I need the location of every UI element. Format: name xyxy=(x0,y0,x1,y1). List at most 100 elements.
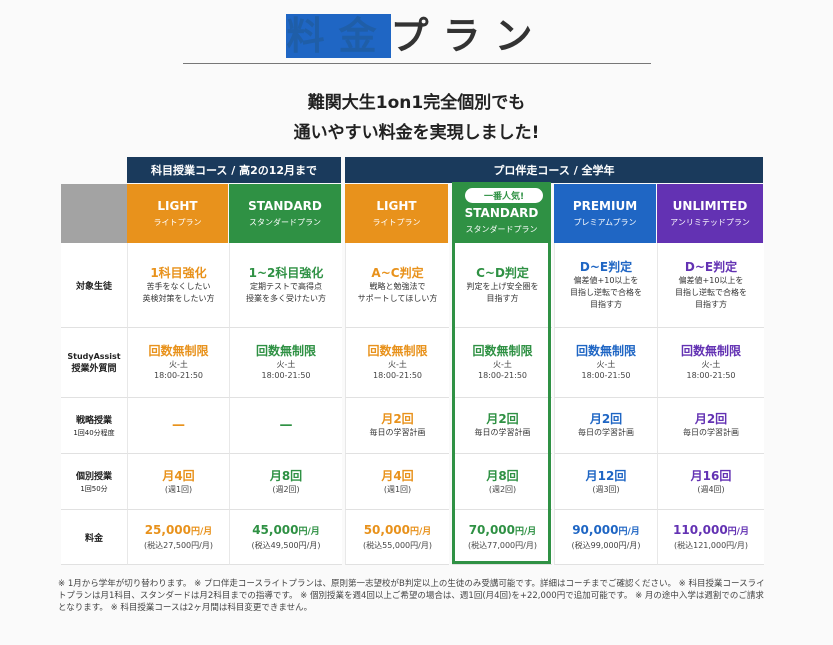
individual-sub: (週3回) xyxy=(592,484,620,494)
assist-time: 18:00-21:50 xyxy=(261,371,311,380)
individual-head: 月8回 xyxy=(486,468,519,483)
target-cell: A~C判定 戦略と勉強法で サポートしてほしい方 xyxy=(345,243,449,328)
price-cell: 70,000円/月 (税込77,000円/月) xyxy=(452,510,552,565)
subject-course-header: 科目授業コース / 高2の12月まで xyxy=(127,157,341,183)
target-head: A~C判定 xyxy=(371,265,424,280)
price-value: 110,000 xyxy=(673,523,728,537)
target-head: D~E判定 xyxy=(579,259,633,274)
target-line: 目指す方 xyxy=(695,299,727,309)
individual-sub: (週1回) xyxy=(383,484,412,494)
row-label-strategy: 戦略授業 1回40分程度 xyxy=(61,398,127,454)
row-label-target: 対象生徒 xyxy=(61,243,127,328)
price-unit: 円/月 xyxy=(410,527,432,537)
assist-day: 火-土 xyxy=(169,360,188,369)
strategy-sub: 毎日の学習計画 xyxy=(369,428,426,437)
target-line: 目指す方 xyxy=(486,293,519,303)
assist-head: 回数無制限 xyxy=(472,344,533,358)
corner-cell xyxy=(61,184,127,243)
strategy-cell: 月2回 毎日の学習計画 xyxy=(452,398,552,454)
plan-kana: スタンダードプラン xyxy=(249,218,321,227)
assist-head: 回数無制限 xyxy=(575,344,636,358)
price-tax: (税込55,000円/月) xyxy=(363,541,432,550)
pro-course-header: プロ伴走コース / 全学年 xyxy=(345,157,763,183)
target-cell: 1~2科目強化 定期テストで高得点 授業を多く受けたい方 xyxy=(229,243,342,328)
plan-kana: プレミアムプラン xyxy=(573,218,637,227)
popular-badge: 一番人気! xyxy=(465,188,543,203)
price-cell: 25,000円/月 (税込27,500円/月) xyxy=(127,510,229,565)
row-label-text: StudyAssist xyxy=(67,351,121,361)
price-amount: 90,000円/月 xyxy=(572,523,640,540)
price-amount: 25,000円/月 xyxy=(145,523,213,540)
price-value: 90,000 xyxy=(572,523,619,537)
plan-name: LIGHT xyxy=(376,199,417,213)
price-unit: 円/月 xyxy=(727,527,749,537)
row-label-price: 料金 xyxy=(61,510,127,565)
price-value: 45,000 xyxy=(252,523,299,537)
row-label-text: 戦略授業 xyxy=(75,416,112,426)
price-unit: 円/月 xyxy=(618,527,640,537)
assist-day: 火-土 xyxy=(701,360,721,369)
individual-sub: (週2回) xyxy=(488,484,517,494)
target-head: 1科目強化 xyxy=(150,265,207,280)
plan-kana: ライトプラン xyxy=(153,218,202,227)
individual-head: 月4回 xyxy=(381,468,414,483)
plan-header-subject-standard: STANDARD スタンダードプラン xyxy=(229,184,341,243)
target-cell: C~D判定 判定を上げ安全圏を 目指す方 xyxy=(452,243,552,328)
assist-day: 火-土 xyxy=(493,360,512,369)
target-line: 目指し逆転で合格を xyxy=(570,287,642,297)
price-cell: 45,000円/月 (税込49,500円/月) xyxy=(229,510,342,565)
strategy-head: — xyxy=(279,418,293,433)
plan-name: UNLIMITED xyxy=(672,199,748,213)
target-head: 1~2科目強化 xyxy=(248,265,324,280)
assist-head: 回数無制限 xyxy=(148,344,209,358)
assist-day: 火-土 xyxy=(596,360,616,369)
assist-day: 火-土 xyxy=(276,360,296,369)
strategy-sub: 毎日の学習計画 xyxy=(474,428,531,437)
individual-cell: 月4回 (週1回) xyxy=(127,454,229,510)
row-label-text: 対象生徒 xyxy=(75,281,112,292)
price-unit: 円/月 xyxy=(191,527,213,537)
target-line: 偏差値+10以上を xyxy=(573,275,639,285)
title-rest: プラン xyxy=(390,14,547,58)
assist-cell: 回数無制限 火-土 18:00-21:50 xyxy=(657,328,764,398)
assist-time: 18:00-21:50 xyxy=(373,371,422,380)
title-accent: 料金 xyxy=(286,14,391,58)
price-unit: 円/月 xyxy=(515,527,537,537)
strategy-head: — xyxy=(172,418,185,433)
individual-head: 月8回 xyxy=(269,468,303,483)
plan-header-pro-unlimited: UNLIMITED アンリミテッドプラン xyxy=(657,184,763,243)
plan-name: PREMIUM xyxy=(572,199,638,213)
target-cell: D~E判定 偏差値+10以上を 目指し逆転で合格を 目指す方 xyxy=(554,243,657,328)
target-cell: D~E判定 偏差値+10以上を 目指し逆転で合格を 目指す方 xyxy=(657,243,764,328)
assist-head: 回数無制限 xyxy=(367,344,428,358)
strategy-head: 月2回 xyxy=(381,412,414,426)
target-cell: 1科目強化 苦手をなくしたい 英検対策をしたい方 xyxy=(127,243,229,328)
assist-day: 火-土 xyxy=(388,360,407,369)
page-title: 料金プラン xyxy=(0,14,833,58)
assist-time: 18:00-21:50 xyxy=(478,371,527,380)
subtitle-line-2: 通いやすい料金を実現しました! xyxy=(293,123,540,143)
assist-cell: 回数無制限 火-土 18:00-21:50 xyxy=(127,328,229,398)
assist-time: 18:00-21:50 xyxy=(154,371,203,380)
plan-name: STANDARD xyxy=(464,206,539,220)
target-line: 英検対策をしたい方 xyxy=(142,293,215,303)
price-value: 25,000 xyxy=(144,523,191,537)
strategy-head: 月2回 xyxy=(694,412,728,426)
target-line: 定期テストで高得点 xyxy=(250,281,322,291)
row-label-text: 個別授業 xyxy=(75,472,112,482)
price-cell: 110,000円/月 (税込121,000円/月) xyxy=(657,510,764,565)
price-cell: 90,000円/月 (税込99,000円/月) xyxy=(554,510,657,565)
strategy-head: 月2回 xyxy=(589,412,623,426)
strategy-cell: — xyxy=(127,398,229,454)
assist-head: 回数無制限 xyxy=(680,344,741,358)
row-label-subtext: 1回40分程度 xyxy=(73,429,115,437)
price-amount: 70,000円/月 xyxy=(469,523,537,540)
plan-name: STANDARD xyxy=(248,199,322,213)
strategy-sub: 毎日の学習計画 xyxy=(683,428,739,437)
strategy-cell: 月2回 毎日の学習計画 xyxy=(554,398,657,454)
row-label-text: 料金 xyxy=(84,533,103,544)
assist-cell: 回数無制限 火-土 18:00-21:50 xyxy=(554,328,657,398)
individual-head: 月12回 xyxy=(585,468,627,483)
footnotes: ※ 1月から学年が切り替わります。 ※ プロ伴走コースライトプランは、原則第一志… xyxy=(58,579,765,613)
price-value: 50,000 xyxy=(363,523,410,537)
